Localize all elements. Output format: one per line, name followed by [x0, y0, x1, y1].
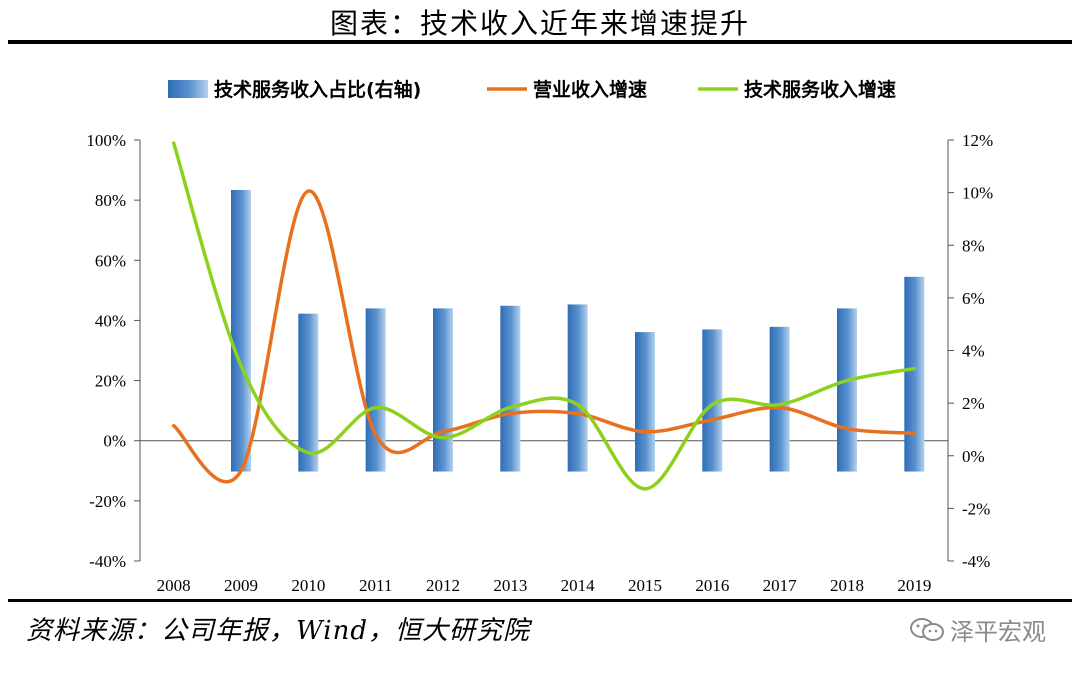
- legend-label: 技术服务收入增速: [744, 78, 896, 101]
- right-tick-label: -2%: [962, 499, 990, 518]
- right-tick-label: 0%: [962, 447, 985, 466]
- legend: 技术服务收入占比(右轴) 营业收入增速 技术服务收入增速: [168, 78, 896, 101]
- left-tick-label: -20%: [89, 492, 126, 511]
- bar: [769, 326, 790, 472]
- legend-swatch-bar: [168, 80, 208, 98]
- chart: 技术服务收入占比(右轴) 营业收入增速 技术服务收入增速 100% 80% 60% 40%…: [86, 78, 993, 595]
- right-tick-label: -4%: [962, 552, 990, 571]
- x-tick-label: 2019: [897, 576, 931, 595]
- bars: [231, 189, 925, 472]
- bar: [567, 304, 588, 472]
- left-tick-label: 80%: [95, 191, 126, 210]
- right-tick-label: 4%: [962, 342, 985, 361]
- left-tick-label: 60%: [95, 251, 126, 270]
- left-tick-label: 20%: [95, 372, 126, 391]
- figure-title: 图表：技术收入近年来增速提升: [329, 7, 750, 40]
- right-tick-label: 12%: [962, 131, 993, 150]
- right-tick-label: 10%: [962, 184, 993, 203]
- x-tick-label: 2015: [628, 576, 662, 595]
- legend-label: 营业收入增速: [533, 78, 647, 101]
- tech-service-growth-line: [171, 141, 917, 491]
- x-tick-label: 2010: [291, 576, 325, 595]
- bar: [231, 189, 251, 472]
- bar: [702, 329, 723, 472]
- x-tick-label: 2012: [426, 576, 460, 595]
- left-tick-label: 100%: [86, 131, 126, 150]
- x-tick-label: 2013: [493, 576, 527, 595]
- x-tick-label: 2014: [561, 576, 596, 595]
- right-tick-label: 2%: [962, 394, 985, 413]
- source-note: 资料来源：公司年报，Wind，恒大研究院: [26, 616, 530, 646]
- bar: [837, 308, 857, 472]
- axes: 100% 80% 60% 40% 20% 0% -20% -40% 12% 10% 8% 6% 4% 2%…: [86, 131, 993, 595]
- bar: [904, 276, 925, 472]
- bar: [500, 305, 521, 472]
- right-tick-label: 8%: [962, 236, 985, 255]
- left-tick-label: 0%: [103, 432, 126, 451]
- watermark-text: 泽平宏观: [950, 618, 1046, 646]
- bar: [635, 332, 655, 472]
- watermark: 泽平宏观: [910, 612, 1046, 647]
- left-tick-label: -40%: [89, 552, 126, 571]
- legend-label: 技术服务收入占比(右轴): [214, 78, 421, 101]
- x-tick-label: 2008: [157, 576, 191, 595]
- x-tick-label: 2018: [830, 576, 864, 595]
- bar: [365, 308, 386, 472]
- bar: [433, 308, 453, 472]
- revenue-growth-line: [171, 189, 917, 484]
- left-tick-label: 40%: [95, 311, 126, 330]
- top-rule: [8, 40, 1072, 44]
- x-tick-label: 2016: [695, 576, 729, 595]
- x-tick-label: 2011: [359, 576, 392, 595]
- x-tick-label: 2009: [224, 576, 258, 595]
- lines: [171, 141, 917, 491]
- right-tick-label: 6%: [962, 289, 985, 308]
- bottom-rule: [8, 599, 1072, 602]
- x-tick-label: 2017: [763, 576, 798, 595]
- bar: [298, 313, 319, 472]
- wechat-icon: [910, 617, 944, 641]
